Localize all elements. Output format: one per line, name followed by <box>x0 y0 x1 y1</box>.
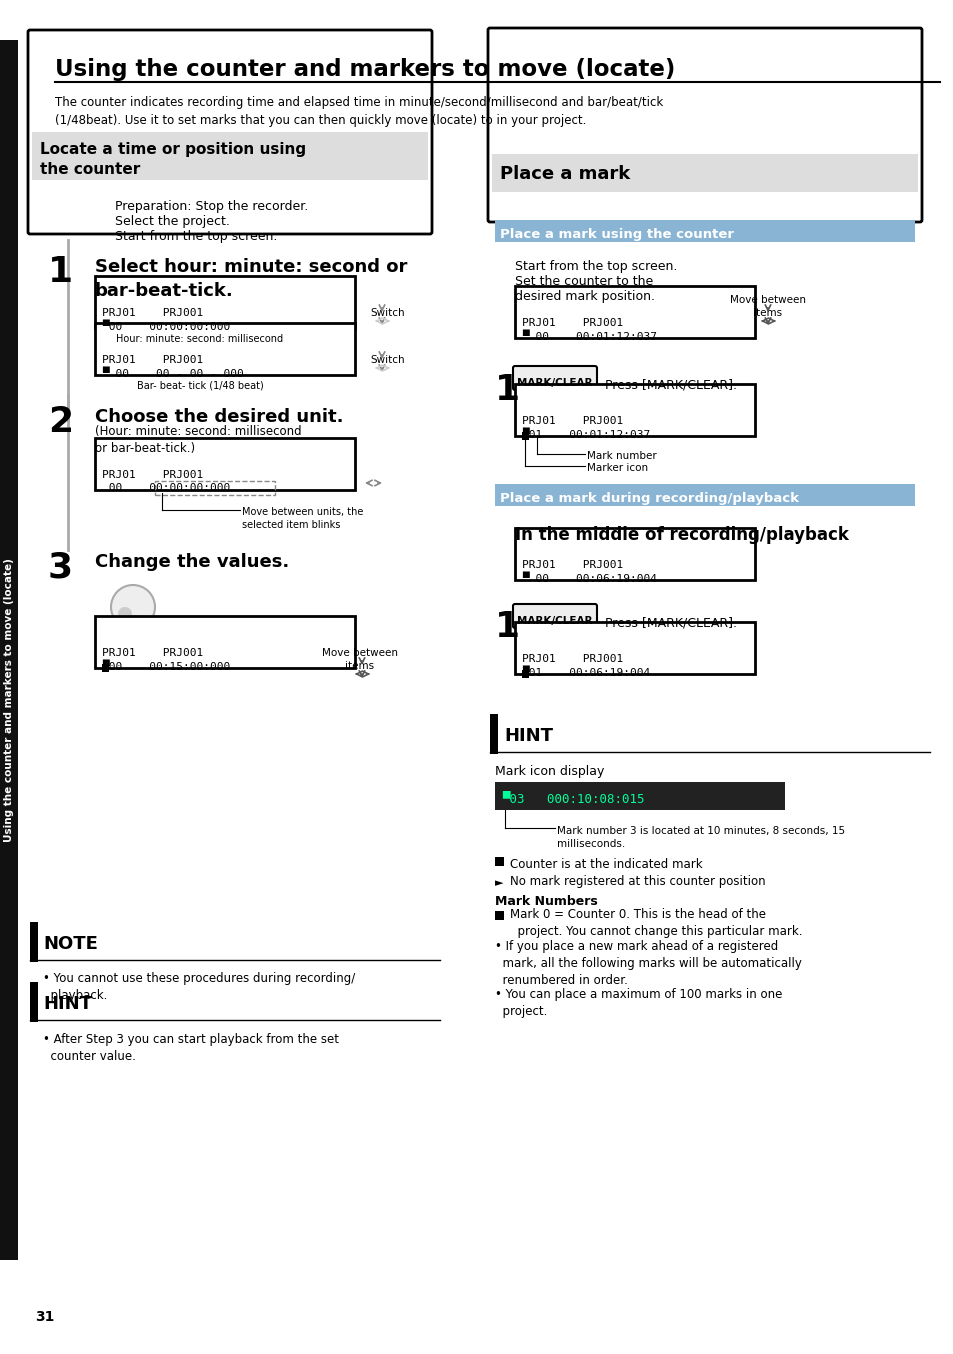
Text: MARK/CLEAR: MARK/CLEAR <box>517 616 592 626</box>
FancyBboxPatch shape <box>102 328 109 334</box>
FancyBboxPatch shape <box>95 437 355 490</box>
FancyBboxPatch shape <box>32 131 428 180</box>
FancyBboxPatch shape <box>488 28 921 222</box>
Text: 31: 31 <box>35 1311 54 1324</box>
Text: Mark icon display: Mark icon display <box>495 765 604 779</box>
FancyBboxPatch shape <box>515 286 754 338</box>
Text: Select the project.: Select the project. <box>115 215 230 227</box>
Text: ▀ 00    00 - 00 - 000: ▀ 00 00 - 00 - 000 <box>102 368 244 379</box>
Text: PRJ01    PRJ001: PRJ01 PRJ001 <box>102 649 203 658</box>
Text: Mark 0 = Counter 0. This is the head of the
  project. You cannot change this pa: Mark 0 = Counter 0. This is the head of … <box>510 909 801 938</box>
FancyBboxPatch shape <box>515 621 754 674</box>
Text: Switch: Switch <box>370 307 404 318</box>
Text: Start from the top screen.: Start from the top screen. <box>515 260 677 274</box>
Circle shape <box>131 615 141 626</box>
Text: 3: 3 <box>48 550 73 584</box>
Text: ▀00    00:00:00:000: ▀00 00:00:00:000 <box>102 321 230 332</box>
Text: Locate a time or position using
the counter: Locate a time or position using the coun… <box>40 142 306 177</box>
Text: 2: 2 <box>48 405 73 439</box>
Circle shape <box>111 585 154 630</box>
Text: No mark registered at this counter position: No mark registered at this counter posit… <box>510 875 765 888</box>
Text: (Hour: minute: second: millisecond
or bar-beat-tick.): (Hour: minute: second: millisecond or ba… <box>95 425 301 455</box>
FancyBboxPatch shape <box>30 982 38 1022</box>
Text: The counter indicates recording time and elapsed time in minute/second/milliseco: The counter indicates recording time and… <box>55 96 662 127</box>
Text: Choose the desired unit.: Choose the desired unit. <box>95 408 343 427</box>
Text: Mark number 3 is located at 10 minutes, 8 seconds, 15
milliseconds.: Mark number 3 is located at 10 minutes, … <box>557 826 844 849</box>
FancyBboxPatch shape <box>515 385 754 436</box>
Text: Change the values.: Change the values. <box>95 552 289 571</box>
Text: Marker icon: Marker icon <box>586 463 647 473</box>
Text: Mark number: Mark number <box>586 451 656 460</box>
Circle shape <box>118 607 132 621</box>
Text: PRJ01    PRJ001: PRJ01 PRJ001 <box>102 470 203 481</box>
Text: Select hour: minute: second or
bar-beat-tick.: Select hour: minute: second or bar-beat-… <box>95 259 407 299</box>
Text: 00    00:00:00:000: 00 00:00:00:000 <box>102 483 230 493</box>
Text: 1: 1 <box>48 255 73 288</box>
Text: Move between
items: Move between items <box>729 295 805 318</box>
Text: PRJ01    PRJ001: PRJ01 PRJ001 <box>521 561 622 570</box>
Text: PRJ01    PRJ001: PRJ01 PRJ001 <box>102 355 203 366</box>
Text: HINT: HINT <box>43 995 91 1013</box>
FancyBboxPatch shape <box>495 783 784 810</box>
Text: 1: 1 <box>495 611 519 645</box>
Text: ▀00    00:15:00:000: ▀00 00:15:00:000 <box>102 661 230 672</box>
Text: MARK/CLEAR: MARK/CLEAR <box>517 378 592 389</box>
Text: Switch: Switch <box>370 355 404 366</box>
Text: Mark Numbers: Mark Numbers <box>495 895 598 909</box>
Text: Counter is at the indicated mark: Counter is at the indicated mark <box>510 858 702 871</box>
Text: Hour: minute: second: millisecond: Hour: minute: second: millisecond <box>116 334 283 344</box>
Text: Preparation: Stop the recorder.: Preparation: Stop the recorder. <box>115 200 308 213</box>
Text: Set the counter to the: Set the counter to the <box>515 275 653 288</box>
FancyBboxPatch shape <box>495 483 914 506</box>
Text: PRJ01    PRJ001: PRJ01 PRJ001 <box>102 307 203 318</box>
Text: ►: ► <box>495 877 503 888</box>
FancyBboxPatch shape <box>495 857 503 867</box>
FancyBboxPatch shape <box>30 922 38 961</box>
Text: Using the counter and markers to move (locate): Using the counter and markers to move (l… <box>55 58 675 81</box>
FancyBboxPatch shape <box>490 714 497 754</box>
FancyBboxPatch shape <box>95 616 355 668</box>
FancyBboxPatch shape <box>95 324 355 375</box>
Text: ▀01    00:01:12:037: ▀01 00:01:12:037 <box>521 429 650 440</box>
Text: NOTE: NOTE <box>43 936 98 953</box>
FancyBboxPatch shape <box>28 30 432 234</box>
Text: Using the counter and markers to move (locate): Using the counter and markers to move (l… <box>4 558 14 842</box>
FancyBboxPatch shape <box>495 219 914 242</box>
Text: Bar- beat- tick (1/48 beat): Bar- beat- tick (1/48 beat) <box>136 380 263 391</box>
Text: ▀ 00    00:06:19:004: ▀ 00 00:06:19:004 <box>521 573 657 584</box>
Text: Press [MARK/CLEAR].: Press [MARK/CLEAR]. <box>604 616 737 630</box>
FancyBboxPatch shape <box>521 432 529 440</box>
Text: Press [MARK/CLEAR].: Press [MARK/CLEAR]. <box>604 378 737 391</box>
Text: • You can place a maximum of 100 marks in one
  project.: • You can place a maximum of 100 marks i… <box>495 988 781 1018</box>
FancyBboxPatch shape <box>102 663 109 672</box>
Text: HINT: HINT <box>503 727 553 745</box>
Text: PRJ01    PRJ001: PRJ01 PRJ001 <box>521 654 622 663</box>
Text: PRJ01    PRJ001: PRJ01 PRJ001 <box>521 416 622 427</box>
Text: • If you place a new mark ahead of a registered
  mark, all the following marks : • If you place a new mark ahead of a reg… <box>495 940 801 987</box>
Text: In the middle of recording/playback: In the middle of recording/playback <box>515 525 848 544</box>
Text: • After Step 3 you can start playback from the set
  counter value.: • After Step 3 you can start playback fr… <box>43 1033 338 1063</box>
FancyBboxPatch shape <box>513 604 597 628</box>
Text: Move between units, the
selected item blinks: Move between units, the selected item bl… <box>242 506 363 531</box>
Text: Place a mark during recording/playback: Place a mark during recording/playback <box>499 492 799 505</box>
Text: Place a mark using the counter: Place a mark using the counter <box>499 227 733 241</box>
FancyBboxPatch shape <box>0 41 18 1261</box>
Text: 1: 1 <box>495 372 519 408</box>
Text: PRJ01    PRJ001: PRJ01 PRJ001 <box>521 318 622 328</box>
Text: ▀01    00:06:19:004: ▀01 00:06:19:004 <box>521 668 650 677</box>
FancyBboxPatch shape <box>515 528 754 580</box>
Text: desired mark position.: desired mark position. <box>515 290 655 303</box>
Text: • You cannot use these procedures during recording/
  playback.: • You cannot use these procedures during… <box>43 972 355 1002</box>
Text: Start from the top screen.: Start from the top screen. <box>115 230 277 242</box>
FancyBboxPatch shape <box>521 670 529 678</box>
FancyBboxPatch shape <box>95 276 355 328</box>
FancyBboxPatch shape <box>513 366 597 390</box>
Text: ▀03   000:10:08:015: ▀03 000:10:08:015 <box>501 793 644 806</box>
Text: ▀ 00    00:01:12:037: ▀ 00 00:01:12:037 <box>521 330 657 341</box>
FancyBboxPatch shape <box>492 154 917 192</box>
FancyBboxPatch shape <box>495 911 503 919</box>
Text: Place a mark: Place a mark <box>499 165 630 183</box>
Text: Move between
items: Move between items <box>322 649 397 672</box>
